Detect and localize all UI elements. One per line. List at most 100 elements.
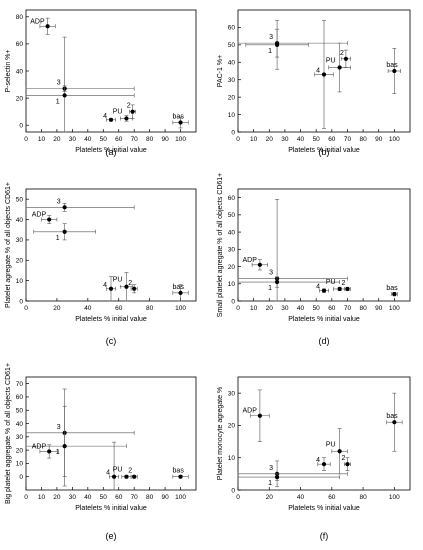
data-point-PU: PU — [113, 467, 132, 479]
marker — [337, 449, 342, 454]
x-tick-label: 0 — [236, 305, 240, 312]
data-point-2: 2 — [128, 280, 138, 294]
x-tick-label: 80 — [146, 494, 154, 501]
data-point-1: 1 — [25, 36, 135, 133]
x-tick-label: 20 — [53, 136, 61, 143]
marker — [124, 116, 129, 121]
x-tick-label: 40 — [297, 136, 305, 143]
chart-panel-4: 0 10 20 30 40 50 60 70 80 90 100 0 10 20 30 40 50 60 Plate… — [217, 173, 411, 346]
y-tick-label: 30 — [228, 247, 236, 254]
point-label: 2 — [128, 280, 132, 287]
x-tick-label: 20 — [266, 305, 274, 312]
y-axis-label: Platelet agregate % of all objects CD61+ — [5, 182, 12, 308]
chart-panel-1: 0 10 20 30 40 50 60 70 80 90 100 0 20 40 60 80 Platelets… — [5, 9, 197, 157]
point-label: 3 — [57, 424, 61, 431]
y-tick-label: 50 — [16, 196, 24, 203]
y-axis-label: PAC-1 %+ — [217, 55, 224, 87]
data-point-ADP: ADP — [32, 212, 58, 224]
y-tick-label: 0 — [19, 474, 23, 481]
y-tick-label: 20 — [16, 447, 24, 454]
marker — [274, 279, 280, 285]
point-label: 3 — [269, 465, 273, 472]
data-point-1: 1 — [245, 20, 309, 70]
x-axis-label: Platelets % initial value — [288, 147, 360, 154]
point-label: 1 — [268, 480, 272, 487]
x-tick-label: 80 — [359, 305, 367, 312]
marker — [345, 286, 350, 292]
marker — [124, 284, 129, 289]
data-point-3: 3 — [237, 199, 348, 302]
y-tick-label: 20 — [16, 258, 24, 265]
x-tick-label: 10 — [38, 494, 46, 501]
y-tick-label: 10 — [228, 455, 236, 462]
y-tick-label: 20 — [228, 94, 236, 101]
data-point-4: 4 — [316, 457, 331, 471]
x-tick-label: 50 — [313, 136, 321, 143]
point-label: PU — [326, 279, 336, 286]
marker — [62, 229, 67, 234]
x-tick-label: 50 — [100, 494, 108, 501]
panel-label: (c) — [106, 336, 117, 346]
marker — [124, 474, 129, 479]
data-point-3: 3 — [237, 460, 348, 488]
data-point-4: 4 — [316, 284, 329, 293]
y-axis-label: Small platelet agregate % of all objects… — [217, 173, 224, 318]
x-tick-label: 70 — [344, 136, 352, 143]
data-point-ADP: ADP — [32, 443, 59, 459]
marker — [62, 444, 67, 449]
x-tick-label: 0 — [24, 136, 28, 143]
x-tick-label: 20 — [53, 305, 61, 312]
x-tick-label: 100 — [175, 305, 186, 312]
point-label: 4 — [103, 113, 107, 120]
x-tick-label: 90 — [375, 305, 383, 312]
marker — [130, 109, 135, 114]
x-tick-label: 70 — [344, 305, 352, 312]
x-tick-label: 70 — [131, 494, 139, 501]
data-point-bas: bas — [386, 285, 398, 297]
point-label: 2 — [128, 468, 132, 475]
y-tick-label: 0 — [231, 129, 235, 136]
marker — [45, 24, 50, 29]
marker — [392, 420, 397, 425]
data-point-3: 3 — [25, 198, 135, 212]
x-tick-label: 0 — [236, 494, 240, 501]
data-point-4: 4 — [103, 113, 116, 122]
data-point-4: 4 — [314, 20, 334, 129]
y-tick-label: 40 — [16, 217, 24, 224]
point-label: 1 — [56, 235, 60, 242]
x-tick-label: 100 — [175, 136, 186, 143]
data-point-PU: PU — [113, 272, 133, 302]
x-tick-label: 80 — [359, 494, 367, 501]
y-tick-label: 40 — [228, 60, 236, 67]
point-label: PU — [326, 441, 336, 448]
x-tick-label: 20 — [266, 494, 274, 501]
point-label: 1 — [268, 285, 272, 292]
point-label: PU — [326, 58, 336, 65]
y-tick-label: 80 — [16, 14, 24, 21]
marker — [343, 56, 348, 61]
data-point-PU: PU — [326, 279, 347, 292]
marker — [62, 205, 67, 210]
data-point-1: 1 — [237, 276, 340, 292]
point-label: 3 — [57, 80, 61, 87]
y-tick-label: 10 — [16, 278, 24, 285]
y-tick-label: 40 — [16, 68, 24, 75]
data-point-bas: bas — [386, 48, 401, 94]
data-point-2: 2 — [127, 103, 137, 119]
y-tick-label: 40 — [16, 421, 24, 428]
data-point-2: 2 — [340, 49, 351, 68]
y-tick-label: 30 — [16, 434, 24, 441]
x-tick-label: 0 — [24, 494, 28, 501]
point-label: 2 — [340, 50, 344, 57]
data-point-bas: bas — [172, 468, 189, 479]
y-tick-label: 0 — [231, 298, 235, 305]
y-tick-label: 40 — [228, 229, 236, 236]
data-point-4: 4 — [103, 276, 116, 302]
marker — [392, 68, 397, 74]
data-point-4: 4 — [106, 441, 120, 491]
x-tick-label: 0 — [24, 305, 28, 312]
x-tick-label: 40 — [84, 136, 92, 143]
x-tick-label: 100 — [389, 305, 400, 312]
point-label: 4 — [316, 284, 320, 291]
